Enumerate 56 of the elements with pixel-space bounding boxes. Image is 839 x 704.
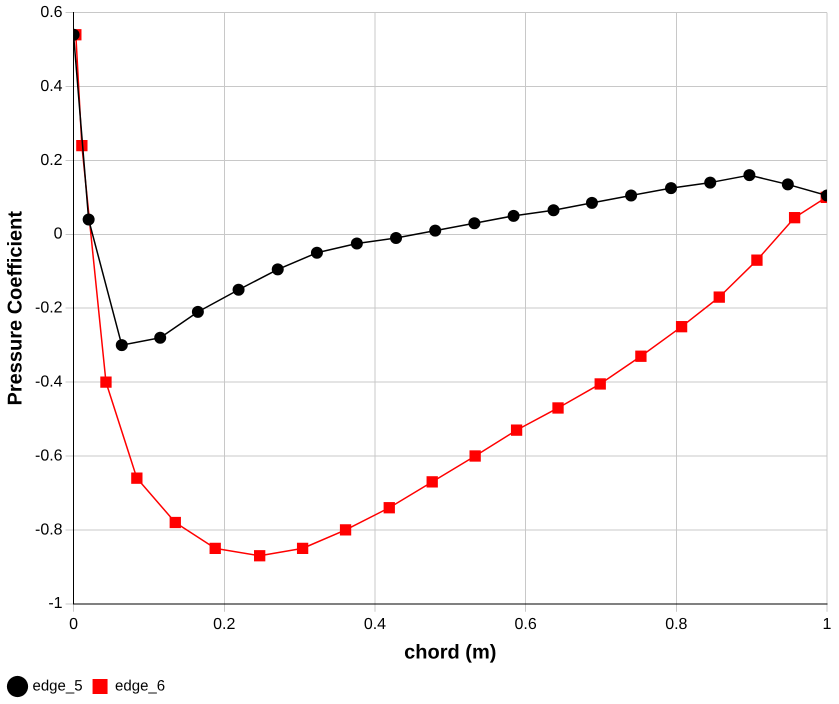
y-tick-label: 0.6 xyxy=(40,4,63,22)
y-axis-title: Pressure Coefficient xyxy=(4,210,27,406)
point xyxy=(665,182,678,194)
legend-label: edge_6 xyxy=(115,678,166,695)
y-tick-label: -0.4 xyxy=(34,374,63,391)
point xyxy=(468,217,480,230)
point xyxy=(272,263,284,276)
point xyxy=(552,402,564,414)
point xyxy=(154,332,166,344)
point xyxy=(751,254,763,266)
point xyxy=(548,204,560,216)
point xyxy=(714,291,725,303)
point xyxy=(469,450,481,462)
point xyxy=(510,424,522,436)
y-tick-label: -0.2 xyxy=(34,300,63,317)
point xyxy=(390,232,402,244)
point xyxy=(82,214,95,226)
point xyxy=(350,238,363,250)
point xyxy=(116,339,128,352)
point xyxy=(676,321,688,332)
point xyxy=(586,196,598,209)
point xyxy=(296,542,308,554)
point xyxy=(100,376,112,388)
point xyxy=(254,550,266,562)
point xyxy=(340,524,352,536)
point xyxy=(743,169,756,182)
point xyxy=(170,516,181,528)
x-axis-title: chord (m) xyxy=(404,642,496,664)
y-tick-label: 0 xyxy=(54,226,63,243)
y-tick-label: -0.8 xyxy=(34,521,63,538)
point xyxy=(310,246,323,259)
y-tick-label: 0.2 xyxy=(40,152,63,169)
point xyxy=(232,284,245,296)
point xyxy=(210,542,221,554)
point xyxy=(704,176,716,189)
point xyxy=(635,350,647,362)
x-tick-label: 0.6 xyxy=(514,616,537,633)
x-tick-label: 0 xyxy=(69,616,78,633)
point xyxy=(384,502,395,514)
point xyxy=(594,378,606,390)
x-tick-label: 1 xyxy=(822,616,832,633)
point xyxy=(508,210,520,222)
point xyxy=(426,476,438,488)
point xyxy=(131,472,143,484)
x-tick-label: 0.4 xyxy=(364,616,386,633)
point xyxy=(782,178,794,190)
point xyxy=(429,224,442,237)
point xyxy=(625,190,638,202)
y-tick-label: -0.6 xyxy=(34,447,63,464)
y-tick-label: -1 xyxy=(48,595,63,612)
legend-label: edge_5 xyxy=(32,678,83,695)
point xyxy=(788,212,800,224)
x-tick-label: 0.2 xyxy=(213,616,236,633)
point xyxy=(192,306,204,318)
y-tick-label: 0.4 xyxy=(40,78,63,95)
x-tick-label: 0.8 xyxy=(665,616,688,633)
